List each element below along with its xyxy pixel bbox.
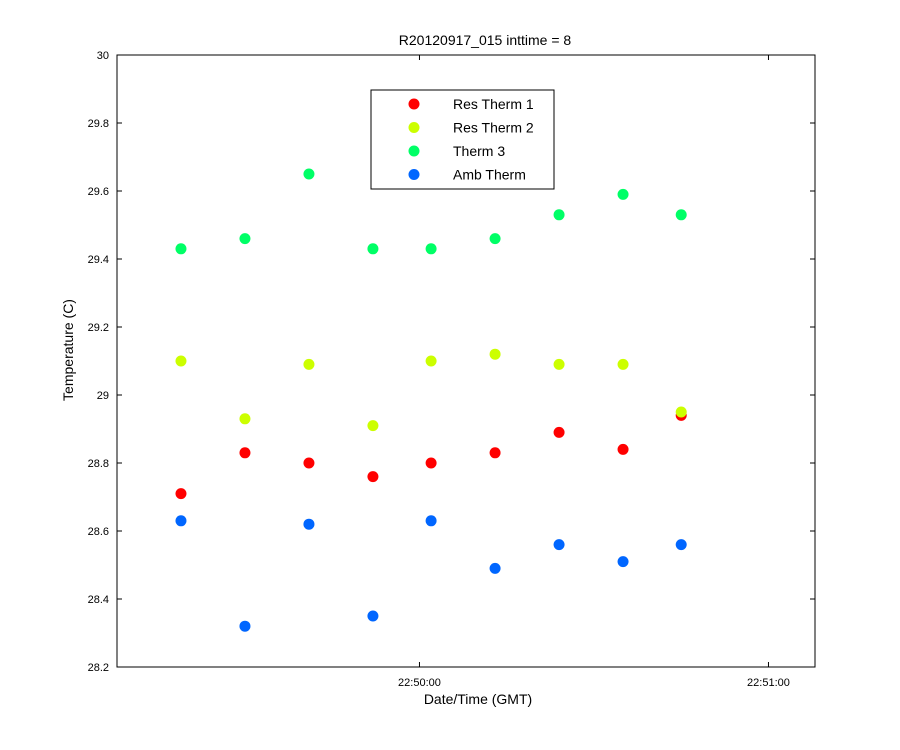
chart-title: R20120917_015 inttime = 8 xyxy=(399,32,572,48)
data-points xyxy=(175,168,687,632)
data-point xyxy=(175,515,187,527)
data-point xyxy=(617,556,629,568)
y-tick-label: 28.4 xyxy=(88,594,109,606)
data-point xyxy=(367,471,379,483)
y-tick-label: 29 xyxy=(97,390,109,402)
data-point xyxy=(675,406,687,418)
data-point xyxy=(675,539,687,551)
x-tick-label: 22:51:00 xyxy=(747,677,790,689)
y-tick-label: 30 xyxy=(97,50,109,62)
legend-marker xyxy=(408,145,420,157)
y-tick-label: 29.8 xyxy=(88,118,109,130)
data-point xyxy=(239,413,251,425)
data-point xyxy=(489,447,501,459)
data-point xyxy=(175,243,187,255)
y-axis: 28.2 28.4 28.6 28.8 29 29.2 29.4 29.6 29.8 30 xyxy=(88,50,815,674)
legend-label: Therm 3 xyxy=(453,143,505,159)
x-axis-title: Date/Time (GMT) xyxy=(424,691,532,707)
data-point xyxy=(239,233,251,245)
data-point xyxy=(617,358,629,370)
data-point xyxy=(553,539,565,551)
x-tick-label: 22:50:00 xyxy=(398,677,441,689)
legend-label: Amb Therm xyxy=(453,167,526,183)
data-point xyxy=(367,610,379,622)
data-point xyxy=(617,443,629,455)
data-point xyxy=(553,426,565,438)
data-point xyxy=(175,355,187,367)
data-point xyxy=(175,488,187,500)
y-tick-label: 29.6 xyxy=(88,186,109,198)
data-point xyxy=(553,209,565,221)
data-point xyxy=(303,518,315,530)
data-point xyxy=(425,243,437,255)
data-point xyxy=(553,358,565,370)
y-tick-label: 28.2 xyxy=(88,662,109,674)
legend-marker xyxy=(408,98,420,110)
data-point xyxy=(239,620,251,632)
y-tick-label: 28.6 xyxy=(88,526,109,538)
x-axis: 22:50:00 22:51:00 xyxy=(398,55,790,689)
data-point xyxy=(239,447,251,459)
data-point xyxy=(425,457,437,469)
legend: Res Therm 1 Res Therm 2 Therm 3 Amb Therm xyxy=(370,89,555,190)
legend-label: Res Therm 2 xyxy=(453,120,534,136)
y-tick-label: 29.2 xyxy=(88,322,109,334)
data-point xyxy=(303,168,315,180)
data-point xyxy=(425,355,437,367)
data-point xyxy=(367,420,379,432)
data-point xyxy=(489,233,501,245)
data-point xyxy=(367,243,379,255)
data-point xyxy=(675,209,687,221)
y-tick-label: 28.8 xyxy=(88,458,109,470)
y-axis-title: Temperature (C) xyxy=(60,299,76,401)
data-point xyxy=(303,457,315,469)
legend-label: Res Therm 1 xyxy=(453,96,534,112)
data-point xyxy=(425,515,437,527)
data-point xyxy=(489,562,501,574)
data-point xyxy=(489,348,501,360)
data-point xyxy=(617,188,629,200)
legend-marker xyxy=(408,169,420,180)
legend-box xyxy=(370,89,555,190)
y-tick-label: 29.4 xyxy=(88,254,109,266)
data-point xyxy=(303,358,315,370)
legend-marker xyxy=(408,122,420,133)
